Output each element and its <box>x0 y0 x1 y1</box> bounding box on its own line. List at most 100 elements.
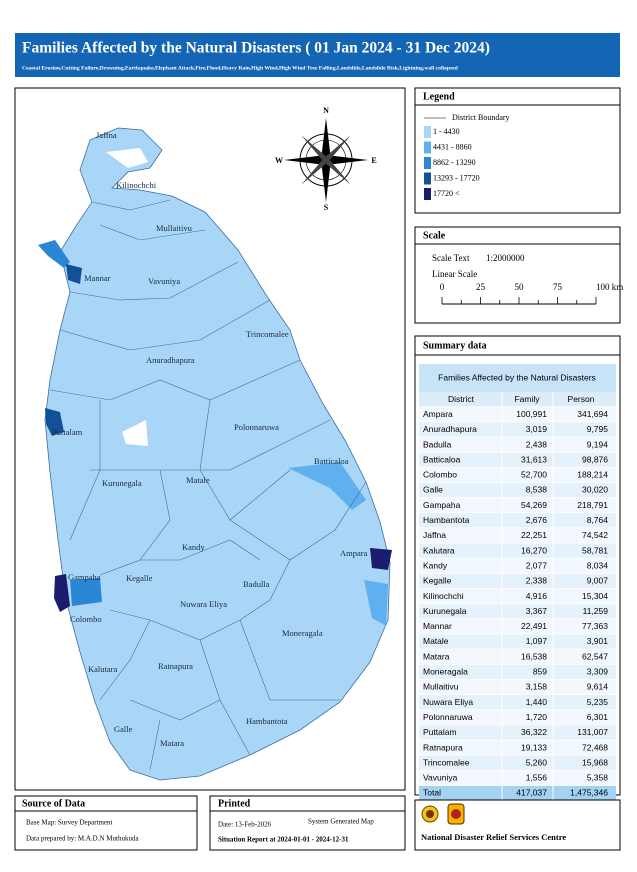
district-label: Kalutara <box>88 664 117 674</box>
table-cell-number: 16,538 <box>521 651 547 661</box>
table-cell-number: 2,438 <box>526 439 548 449</box>
organization: National Disaster Relief Services Centre <box>421 832 566 842</box>
table-cell-number: 15,968 <box>582 757 608 767</box>
table-header: Person <box>568 394 595 404</box>
scale-tick-label: 25 <box>476 282 486 292</box>
legend-box <box>414 87 621 214</box>
scale-bar: 0 25 50 75 100 km <box>440 282 623 305</box>
table-row-bg <box>419 634 616 649</box>
district-label: Galle <box>114 724 133 734</box>
district-label: Anuradhapura <box>146 355 195 365</box>
legend-label: 1 - 4430 <box>433 127 460 136</box>
scale-text: 1:2000000 <box>486 253 525 263</box>
logos <box>421 803 465 825</box>
table-cell-number: 8,764 <box>587 515 609 525</box>
district-label: Kilinochchi <box>116 180 157 190</box>
table-cell-number: 341,694 <box>577 409 608 419</box>
scale-tick-label: 75 <box>553 282 563 292</box>
district-label: Jaffna <box>96 130 117 140</box>
table-header-bg <box>419 392 616 407</box>
table-cell-district: Kurunegala <box>423 606 467 616</box>
compass: N E S W <box>275 106 377 212</box>
printed-note: System Generated Map <box>308 818 374 826</box>
table-cell-number: 131,007 <box>577 727 608 737</box>
puttalam-highlight <box>45 408 64 436</box>
table-cell-number: 3,367 <box>526 606 548 616</box>
table-cell-district: Matara <box>423 651 450 661</box>
table-cell-number: 36,322 <box>521 727 547 737</box>
legend-swatch <box>424 141 431 154</box>
table-cell-number: 62,547 <box>582 651 608 661</box>
table-cell-number: 3,901 <box>587 636 609 646</box>
table-row-bg <box>419 649 616 664</box>
gampaha-fill <box>70 578 102 606</box>
district-label: Nuwara Eliya <box>180 599 227 609</box>
table-cell-number: 218,791 <box>577 500 608 510</box>
table-cell-number: 100,991 <box>516 409 547 419</box>
table-cell-number: 417,037 <box>516 788 547 798</box>
table-row-bg <box>419 679 616 695</box>
table-cell-number: 3,158 <box>526 682 548 692</box>
table-row-bg <box>419 573 616 589</box>
table-row-bg <box>419 755 616 770</box>
compass-e: E <box>371 156 376 165</box>
table-row-bg <box>419 513 616 528</box>
table-header: Family <box>514 394 540 404</box>
table-cell-district: Kandy <box>423 560 448 570</box>
table-cell-district: Kegalle <box>423 576 452 586</box>
table-cell-number: 9,795 <box>587 424 609 434</box>
table-cell-number: 74,542 <box>582 530 608 540</box>
table-cell-number: 77,363 <box>582 621 608 631</box>
table-cell-number: 859 <box>533 667 547 677</box>
legend-title: Legend <box>423 91 455 102</box>
table-cell-number: 8,538 <box>526 485 548 495</box>
table: District Family Person Ampara 100,991 341,694… <box>419 392 616 802</box>
map <box>38 127 392 781</box>
district-label: Ratnapura <box>158 661 193 671</box>
source-line: Data prepared by: M.A.D.N Muthukuda <box>26 835 139 843</box>
table-cell-district: Ratnapura <box>423 742 463 752</box>
table-cell-number: 22,491 <box>521 621 547 631</box>
table-cell-number: 2,077 <box>526 560 548 570</box>
table-cell-number: 30,020 <box>582 485 608 495</box>
district-label: Matara <box>160 738 184 748</box>
table-row-bg <box>419 437 616 452</box>
table-cell-district: Ampara <box>423 409 453 419</box>
table-row-bg <box>419 664 616 680</box>
gampaha-highlight <box>54 574 70 612</box>
table-cell-number: 9,194 <box>587 439 609 449</box>
table-row-bg <box>419 725 616 740</box>
legend-label: 4431 - 8860 <box>433 142 472 151</box>
ampara-coast <box>364 580 388 626</box>
table-cell-district: Mannar <box>423 621 452 631</box>
district-label: Mannar <box>84 273 111 283</box>
table-row-bg <box>419 588 616 604</box>
table-cell-number: 188,214 <box>577 470 608 480</box>
table-cell-number: 2,676 <box>526 515 548 525</box>
district-label: Ampara <box>340 548 368 558</box>
table-cell-number: 19,133 <box>521 742 547 752</box>
scale-tick-label: 0 <box>440 282 445 292</box>
table-cell-number: 1,556 <box>526 773 548 783</box>
table-row-bg <box>419 528 616 543</box>
table-cell-number: 6,301 <box>587 712 609 722</box>
table-cell-number: 5,358 <box>587 773 609 783</box>
table-row-bg <box>419 452 616 467</box>
printed-box <box>209 795 406 851</box>
table-cell-number: 16,270 <box>521 545 547 555</box>
mannar-island <box>38 240 70 268</box>
table-row-bg <box>419 740 616 755</box>
source-box <box>14 795 198 851</box>
table-cell-district: Badulla <box>423 439 452 449</box>
table-row-bg <box>419 543 616 558</box>
table-cell-number: 4,916 <box>526 591 548 601</box>
legend-swatch <box>424 157 431 169</box>
table-cell-district: Gampaha <box>423 500 461 510</box>
org-box <box>414 799 621 851</box>
mannar-highlight <box>66 264 82 284</box>
district-label: Hambantota <box>246 716 288 726</box>
compass-s: S <box>324 203 329 212</box>
table-cell-district: Galle <box>423 485 443 495</box>
table-row-bg <box>419 467 616 483</box>
subtitle: Coastal Erosion,Cutting Failure,Drowning… <box>22 65 459 71</box>
